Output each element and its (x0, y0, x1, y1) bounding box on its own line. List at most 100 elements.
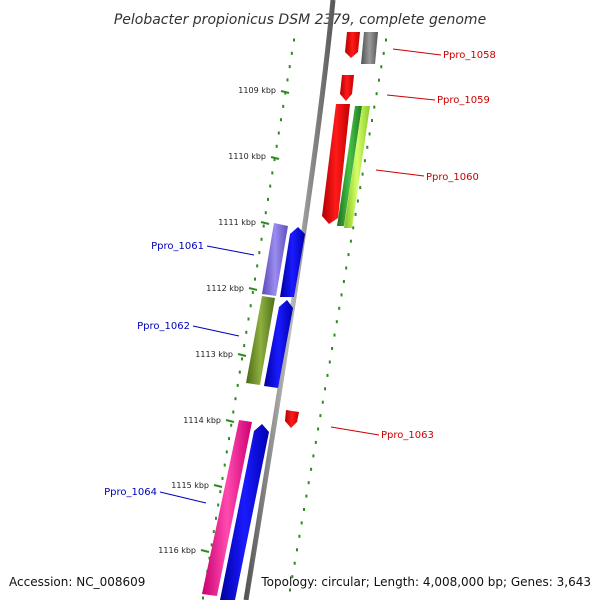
major-tick (237, 353, 247, 357)
minor-tick (251, 290, 254, 294)
minor-tick (300, 521, 303, 525)
minor-tick (241, 357, 243, 361)
minor-tick (380, 65, 383, 69)
minor-tick (375, 92, 378, 96)
minor-tick (249, 304, 252, 308)
minor-tick (223, 463, 226, 467)
minor-tick (331, 347, 334, 350)
minor-tick (215, 516, 217, 520)
minor-tick (335, 320, 338, 324)
cog-bar-ppro-1062 (246, 296, 275, 385)
gene-label-ppro-1064[interactable]: Ppro_1064 (104, 487, 157, 498)
minor-tick (349, 239, 352, 243)
minor-tick (236, 383, 239, 387)
minor-tick (293, 561, 296, 565)
minor-tick (291, 575, 294, 579)
gene-ppro-1059[interactable] (340, 75, 354, 101)
minor-tick (361, 172, 364, 176)
minor-tick (317, 427, 320, 431)
minor-tick (382, 51, 385, 55)
cog-bar-ppro-1060-green (337, 106, 362, 226)
minor-tick (269, 184, 272, 188)
minor-tick (210, 543, 213, 547)
tick-label-1113: 1113 kbp (195, 350, 233, 359)
minor-tick (280, 118, 282, 122)
minor-tick (352, 226, 355, 230)
tick-label-1116: 1116 kbp (158, 546, 196, 555)
minor-tick (273, 158, 276, 162)
cog-bar-ppro-1061 (262, 223, 288, 296)
minor-tick (319, 414, 322, 418)
minor-tick (282, 104, 285, 108)
minor-tick (202, 596, 204, 600)
minor-tick (234, 397, 237, 401)
gene-label-ppro-1058[interactable]: Ppro_1058 (443, 50, 496, 61)
accession-text: Accession: NC_008609 (9, 575, 145, 589)
minor-tick (324, 387, 327, 391)
tick-label-1112: 1112 kbp (206, 284, 244, 293)
minor-tick (245, 330, 248, 334)
minor-tick (333, 333, 336, 337)
minor-tick (354, 212, 357, 216)
minor-tick (298, 534, 301, 538)
forward-genes (285, 32, 378, 428)
minor-tick (345, 266, 348, 270)
minor-tick (286, 78, 289, 82)
leader-line (330, 426, 380, 436)
gene-ppro-1060[interactable] (322, 104, 350, 224)
gene-label-ppro-1060[interactable]: Ppro_1060 (426, 172, 479, 183)
minor-tick (238, 370, 241, 374)
gene-label-ppro-1063[interactable]: Ppro_1063 (381, 430, 434, 441)
minor-tick (277, 131, 280, 135)
minor-tick (212, 530, 215, 534)
leader-line (375, 169, 425, 177)
gene-labels: Ppro_1058 Ppro_1059 Ppro_1060 Ppro_1061 … (104, 48, 496, 504)
topology-text: Topology: circular; Length: 4,008,000 bp… (260, 575, 591, 589)
major-tick (280, 90, 290, 94)
gene-ppro-1064[interactable] (220, 424, 269, 600)
tick-label-1111: 1111 kbp (218, 218, 256, 227)
tick-label-1110: 1110 kbp (228, 152, 266, 161)
minor-tick (262, 224, 265, 228)
minor-tick (256, 264, 259, 268)
minor-tick (225, 450, 228, 454)
minor-tick (267, 197, 269, 201)
minor-tick (378, 78, 380, 82)
gene-label-ppro-1062[interactable]: Ppro_1062 (137, 321, 190, 332)
tick-label-1115: 1115 kbp (171, 481, 209, 490)
cog-bar-ppro-1060-yellow (344, 106, 370, 228)
minor-tick (258, 251, 261, 255)
minor-tick (290, 51, 293, 55)
minor-tick (314, 440, 317, 444)
minor-tick (275, 144, 278, 148)
minor-tick (288, 65, 291, 69)
minor-tick (243, 344, 246, 348)
tick-labels: 1109 kbp 1110 kbp 1111 kbp 1112 kbp 1113… (158, 86, 290, 555)
leader-line (192, 325, 240, 337)
minor-tick (307, 481, 310, 485)
minor-tick (303, 508, 305, 511)
gene-ppro-1063[interactable] (285, 410, 299, 428)
leader-line (159, 491, 207, 504)
gene-label-ppro-1061[interactable]: Ppro_1061 (151, 241, 204, 252)
gene-ppro-1062[interactable] (264, 300, 293, 388)
gene-ppro-1061[interactable] (280, 227, 305, 297)
map-title: Pelobacter propionicus DSM 2379, complet… (114, 12, 486, 28)
minor-tick (217, 503, 220, 507)
major-tick (225, 419, 235, 423)
minor-tick (340, 293, 343, 297)
minor-tick (293, 38, 295, 42)
minor-tick (326, 373, 329, 377)
minor-tick (254, 277, 256, 281)
minor-tick (328, 360, 331, 364)
gene-ppro-1058[interactable] (345, 32, 360, 58)
reverse-genes (202, 223, 305, 600)
minor-tick (347, 253, 350, 257)
minor-tick (368, 132, 371, 136)
gene-label-ppro-1059[interactable]: Ppro_1059 (437, 95, 490, 106)
minor-tick (305, 494, 308, 498)
major-tick (200, 549, 210, 553)
minor-tick (338, 306, 341, 310)
minor-tick (363, 159, 366, 163)
